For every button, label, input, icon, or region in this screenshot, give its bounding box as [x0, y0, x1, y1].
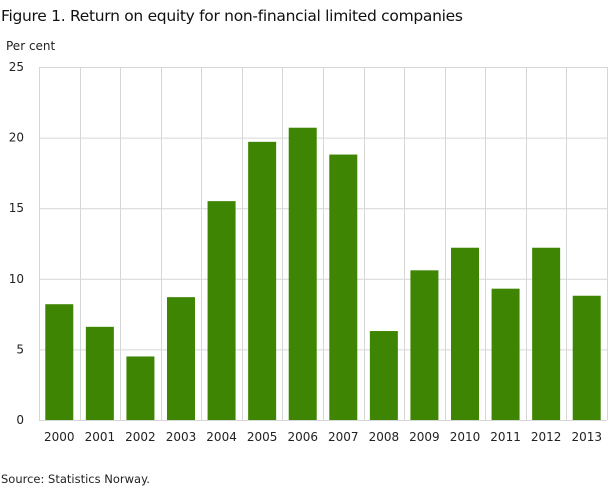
x-tick-label: 2006	[287, 430, 318, 444]
bar-2007	[329, 154, 358, 420]
bar-2010	[451, 247, 479, 420]
x-tick-label: 2012	[531, 430, 562, 444]
y-tick-label: 20	[9, 131, 24, 145]
x-tick-label: 2000	[44, 430, 75, 444]
x-tick-label: 2008	[369, 430, 400, 444]
bar-2006	[288, 127, 317, 420]
bar-2011	[491, 288, 520, 420]
bar-2005	[248, 141, 277, 420]
x-tick-label: 2013	[571, 430, 602, 444]
y-tick-label: 10	[9, 272, 24, 286]
x-tick-label: 2007	[328, 430, 359, 444]
bar-2013	[572, 295, 601, 420]
x-tick-label: 2010	[450, 430, 481, 444]
bar-2002	[126, 356, 155, 420]
x-tick-label: 2001	[85, 430, 116, 444]
y-tick-label: 5	[16, 342, 24, 356]
y-tick-label: 15	[9, 201, 24, 215]
x-tick-label: 2005	[247, 430, 278, 444]
bar-2012	[532, 247, 561, 420]
bar-2004	[207, 201, 236, 420]
x-tick-label: 2011	[490, 430, 521, 444]
x-tick-label: 2002	[125, 430, 156, 444]
bar-2008	[369, 331, 398, 420]
source-note: Source: Statistics Norway.	[1, 472, 150, 486]
bar-2009	[410, 270, 439, 420]
y-axis-label: Per cent	[6, 39, 56, 53]
y-tick-label: 25	[9, 60, 24, 74]
bar-2001	[85, 326, 114, 420]
chart-title: Figure 1. Return on equity for non-finan…	[1, 7, 463, 25]
x-tick-label: 2003	[166, 430, 197, 444]
x-tick-label: 2009	[409, 430, 440, 444]
x-tick-label: 2004	[206, 430, 237, 444]
bar-2000	[45, 304, 74, 420]
y-tick-label: 0	[16, 413, 24, 427]
bar-2003	[167, 297, 195, 420]
